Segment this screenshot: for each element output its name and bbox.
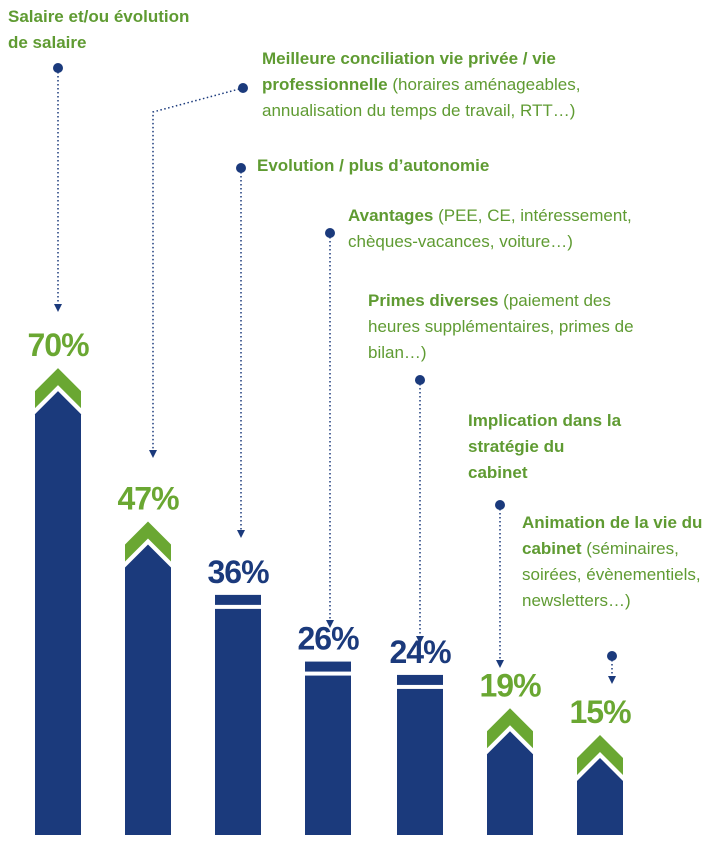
leaders (53, 63, 617, 684)
category-label: Salaire et/ou évolution de salaire (8, 7, 190, 52)
bar-chevron (125, 521, 171, 562)
bar (215, 608, 261, 835)
category-label: Primes diverses (paiement des heures sup… (368, 291, 634, 362)
bar (397, 688, 443, 835)
value-label: 26% (297, 621, 359, 657)
bar (35, 391, 81, 835)
bar (577, 757, 623, 835)
bar-cap (305, 661, 351, 672)
bar (305, 675, 351, 835)
bar-chevron (577, 734, 623, 775)
value-label: 70% (27, 327, 89, 363)
bar (487, 731, 533, 835)
value-label: 24% (389, 634, 451, 670)
bar (125, 544, 171, 835)
value-label: 15% (569, 694, 631, 730)
value-label: 19% (479, 667, 541, 703)
category-label: Meilleure conciliation vie privée / vie … (262, 49, 581, 120)
bar-cap (215, 594, 261, 605)
category-label: Implication dans la stratégie du cabinet (468, 411, 622, 482)
bar-chevron (35, 368, 81, 409)
category-label: Evolution / plus d’autonomie (257, 156, 490, 175)
value-label: 47% (117, 481, 179, 517)
category-label: Animation de la vie du cabinet (séminair… (522, 513, 703, 610)
value-label: 36% (207, 554, 269, 590)
category-label: Avantages (PEE, CE, intéressement, chèqu… (348, 206, 632, 251)
bar-chevron (487, 708, 533, 749)
bar-cap (397, 674, 443, 685)
